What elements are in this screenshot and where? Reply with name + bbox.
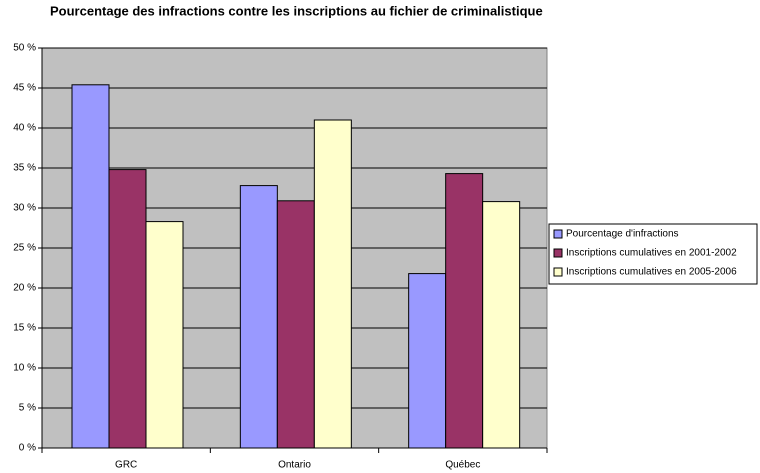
y-tick-label: 35 % bbox=[13, 163, 36, 174]
bar bbox=[108, 169, 147, 449]
bar bbox=[145, 221, 184, 449]
legend-swatch bbox=[553, 267, 563, 277]
bar bbox=[239, 185, 278, 449]
legend-label: Inscriptions cumulatives en 2005-2006 bbox=[566, 267, 737, 278]
x-tick-label: Québec bbox=[445, 460, 480, 471]
bar bbox=[71, 84, 110, 449]
y-tick-label: 45 % bbox=[13, 83, 36, 94]
y-tick-label: 30 % bbox=[13, 203, 36, 214]
bar bbox=[445, 173, 484, 449]
legend-box bbox=[548, 223, 758, 285]
y-tick-label: 0 % bbox=[19, 443, 36, 454]
y-tick-label: 15 % bbox=[13, 323, 36, 334]
y-tick-label: 20 % bbox=[13, 283, 36, 294]
legend-swatch bbox=[553, 229, 563, 239]
bar bbox=[313, 119, 352, 449]
x-tick-label: Ontario bbox=[278, 460, 311, 471]
legend-swatch bbox=[553, 248, 563, 258]
y-tick-label: 40 % bbox=[13, 123, 36, 134]
bar bbox=[276, 200, 315, 449]
legend-label: Inscriptions cumulatives en 2001-2002 bbox=[566, 248, 737, 259]
bar bbox=[408, 273, 447, 449]
x-tick-label: GRC bbox=[115, 460, 137, 471]
y-tick-label: 25 % bbox=[13, 243, 36, 254]
chart-title: Pourcentage des infractions contre les i… bbox=[50, 3, 543, 18]
y-tick-label: 10 % bbox=[13, 363, 36, 374]
y-tick-label: 50 % bbox=[13, 43, 36, 54]
bar bbox=[482, 201, 521, 449]
legend-label: Pourcentage d'infractions bbox=[566, 229, 679, 240]
y-tick-label: 5 % bbox=[19, 403, 36, 414]
